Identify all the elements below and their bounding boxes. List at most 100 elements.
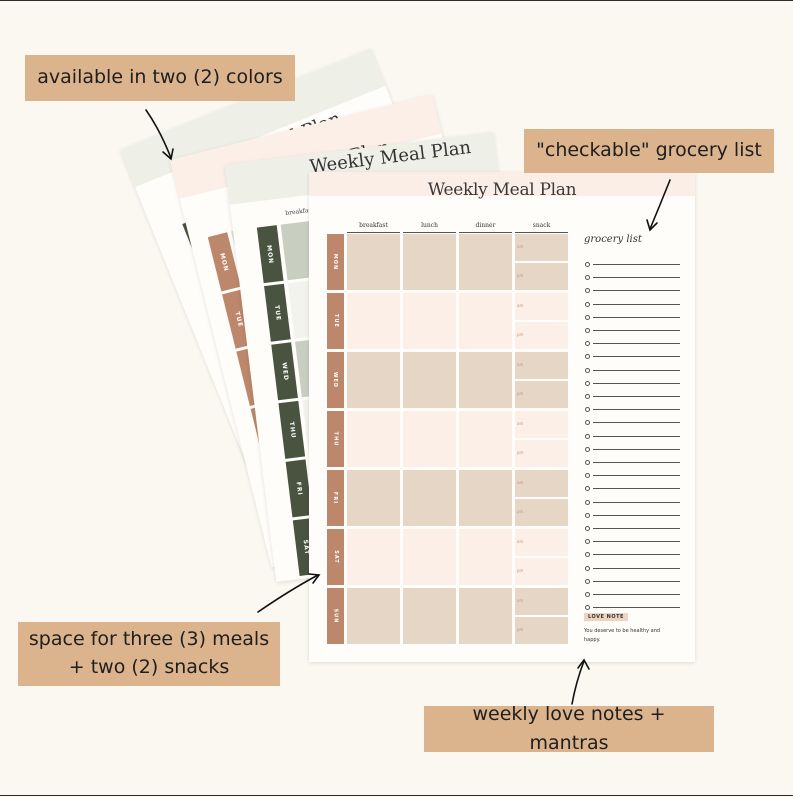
grocery-list-item[interactable]: [585, 550, 680, 558]
checkbox-circle-icon[interactable]: [585, 565, 590, 571]
snack-time-tag: am: [517, 480, 524, 485]
grocery-list-item[interactable]: [585, 471, 680, 479]
checkbox-circle-icon[interactable]: [585, 552, 590, 558]
snack-cell[interactable]: pm: [515, 381, 568, 408]
checkbox-circle-icon[interactable]: [585, 314, 590, 320]
grocery-list-item[interactable]: [585, 445, 680, 453]
checkbox-circle-icon[interactable]: [585, 446, 590, 452]
meal-cell-breakfast[interactable]: [347, 411, 400, 467]
checkbox-circle-icon[interactable]: [585, 499, 590, 505]
checkbox-circle-icon[interactable]: [585, 341, 590, 347]
meal-cell-breakfast[interactable]: [347, 588, 400, 644]
snack-cell[interactable]: pm: [515, 440, 568, 467]
meal-cell-breakfast[interactable]: [347, 293, 400, 349]
grocery-line: [593, 264, 680, 265]
checkbox-circle-icon[interactable]: [585, 301, 590, 307]
snack-cell[interactable]: pm: [515, 558, 568, 585]
grocery-list-item[interactable]: [585, 458, 680, 466]
meal-cell-dinner[interactable]: [459, 470, 512, 526]
meal-cell-lunch[interactable]: [403, 411, 456, 467]
grocery-list-item[interactable]: [585, 564, 680, 572]
grocery-list-item[interactable]: [585, 405, 680, 413]
meal-cell-dinner[interactable]: [459, 293, 512, 349]
checkbox-circle-icon[interactable]: [585, 433, 590, 439]
checkbox-circle-icon[interactable]: [585, 407, 590, 413]
meal-cell-dinner[interactable]: [459, 411, 512, 467]
meal-cell-breakfast[interactable]: [347, 234, 400, 290]
meal-cell-lunch[interactable]: [403, 293, 456, 349]
snack-cell[interactable]: pm: [515, 499, 568, 526]
snack-time-tag: pm: [517, 509, 524, 514]
grocery-list-item[interactable]: [585, 300, 680, 308]
grocery-list-item[interactable]: [585, 484, 680, 492]
grocery-line: [593, 316, 680, 318]
meal-cell-dinner[interactable]: [459, 234, 512, 290]
grocery-list-item[interactable]: [585, 590, 680, 598]
meal-cell-lunch[interactable]: [403, 352, 456, 408]
checkbox-circle-icon[interactable]: [585, 592, 590, 597]
grocery-list-item[interactable]: [585, 326, 680, 334]
grocery-list-item[interactable]: [585, 498, 680, 506]
snack-cell[interactable]: pm: [515, 322, 568, 349]
love-note-label: LOVE NOTE: [584, 613, 628, 621]
grocery-list-item[interactable]: [585, 537, 680, 545]
snack-cell[interactable]: am: [515, 293, 568, 320]
grocery-list-item[interactable]: [585, 524, 680, 532]
snack-cell[interactable]: am: [515, 411, 568, 438]
callout-meals-line1: space for three (3) meals: [28, 628, 270, 651]
day-label-sun: SUN: [327, 588, 344, 644]
grocery-list-item[interactable]: [585, 432, 680, 440]
grocery-list-item[interactable]: [585, 313, 680, 321]
checkbox-circle-icon[interactable]: [585, 460, 590, 465]
grocery-list-item[interactable]: [585, 286, 680, 294]
checkbox-circle-icon[interactable]: [585, 288, 590, 294]
snack-cell[interactable]: pm: [515, 617, 568, 644]
meal-cell-dinner[interactable]: [459, 529, 512, 585]
grocery-list-item[interactable]: [585, 339, 680, 347]
grocery-list-item[interactable]: [585, 260, 680, 268]
snack-cell[interactable]: am: [515, 470, 568, 497]
meal-cell-dinner[interactable]: [459, 588, 512, 644]
meal-cell-breakfast[interactable]: [347, 529, 400, 585]
checkbox-circle-icon[interactable]: [585, 275, 590, 281]
snack-cell[interactable]: am: [515, 588, 568, 615]
checkbox-circle-icon[interactable]: [585, 262, 590, 267]
snack-cell[interactable]: am: [515, 352, 568, 379]
checkbox-circle-icon[interactable]: [585, 473, 590, 479]
snack-cell[interactable]: pm: [515, 263, 568, 290]
snack-cell[interactable]: am: [515, 529, 568, 556]
checkbox-circle-icon[interactable]: [585, 394, 590, 399]
meal-cell-breakfast[interactable]: [347, 352, 400, 408]
checkbox-circle-icon[interactable]: [585, 512, 590, 518]
snack-cell[interactable]: am: [515, 234, 568, 261]
callout-love-notes: weekly love notes + mantras: [424, 703, 714, 754]
meal-cell-breakfast[interactable]: [347, 470, 400, 526]
meal-cell-dinner[interactable]: [459, 352, 512, 408]
checkbox-circle-icon[interactable]: [585, 328, 590, 333]
grocery-list-item[interactable]: [585, 273, 680, 281]
grocery-list-item[interactable]: [585, 352, 680, 360]
checkbox-circle-icon[interactable]: [585, 420, 590, 426]
checkbox-circle-icon[interactable]: [585, 380, 590, 386]
snack-time-tag: am: [517, 303, 524, 308]
grocery-list-item[interactable]: [585, 511, 680, 519]
grocery-list-item[interactable]: [585, 418, 680, 426]
grocery-line: [593, 462, 680, 463]
meal-cell-lunch[interactable]: [403, 470, 456, 526]
meal-cell-lunch[interactable]: [403, 588, 456, 644]
meal-cell-lunch[interactable]: [403, 529, 456, 585]
checkbox-circle-icon[interactable]: [585, 605, 590, 611]
grocery-list-item[interactable]: [585, 392, 680, 400]
checkbox-circle-icon[interactable]: [585, 578, 590, 584]
meal-cell-lunch[interactable]: [403, 234, 456, 290]
grocery-list-item[interactable]: [585, 379, 680, 387]
grocery-list-item[interactable]: [585, 366, 680, 374]
checkbox-circle-icon[interactable]: [585, 354, 590, 360]
checkbox-circle-icon[interactable]: [585, 526, 590, 531]
checkbox-circle-icon[interactable]: [585, 367, 590, 373]
checkbox-circle-icon[interactable]: [585, 539, 590, 545]
checkbox-circle-icon[interactable]: [585, 486, 590, 492]
grocery-list-item[interactable]: [585, 603, 680, 611]
grocery-list-item[interactable]: [585, 577, 680, 585]
